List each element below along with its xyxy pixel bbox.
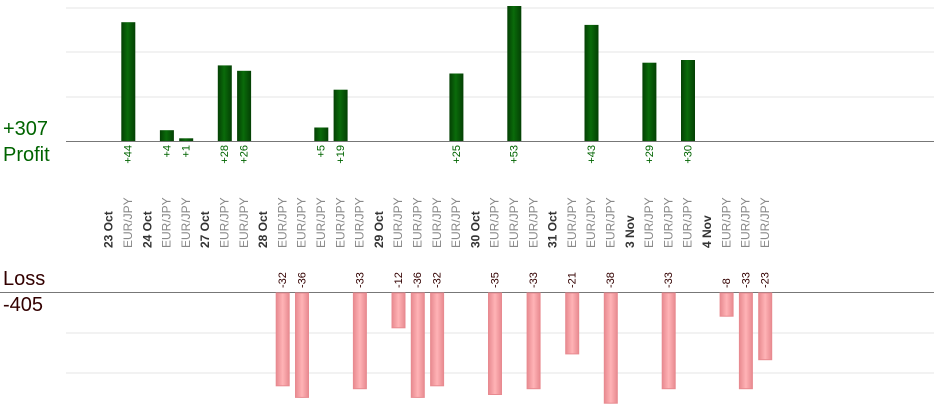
instrument-label: EUR/JPY <box>217 197 231 248</box>
instrument-label: EUR/JPY <box>121 197 135 248</box>
profit-value-label: +4 <box>161 145 173 158</box>
profit-value-label: +30 <box>682 145 694 164</box>
instrument-label: EUR/JPY <box>739 197 753 248</box>
loss-value-label: -23 <box>760 272 772 288</box>
loss-bar <box>603 292 618 404</box>
date-label: 28 Oct <box>256 211 270 248</box>
loss-value-label: -32 <box>277 272 289 288</box>
instrument-label: EUR/JPY <box>295 197 309 248</box>
date-label: 27 Oct <box>198 211 212 248</box>
loss-bar <box>295 292 309 398</box>
loss-value-label: -33 <box>528 272 540 288</box>
loss-bar <box>410 292 425 398</box>
loss-value-label: -21 <box>567 272 579 288</box>
profit-value-label: +1 <box>181 145 193 158</box>
instrument-label: EUR/JPY <box>584 197 598 248</box>
profit-value-label: +28 <box>219 145 231 164</box>
instrument-label: EUR/JPY <box>449 197 463 248</box>
loss-bar <box>758 292 773 361</box>
profit-bar <box>121 22 136 142</box>
loss-value-label: -12 <box>393 272 405 288</box>
instrument-label: EUR/JPY <box>353 197 367 248</box>
profit-bar <box>584 24 599 141</box>
instrument-label: EUR/JPY <box>681 197 695 248</box>
profit-value-label: +26 <box>239 145 251 164</box>
profit-value-label: +25 <box>451 145 463 164</box>
profit-bar <box>217 65 232 141</box>
profit-bar <box>237 70 252 141</box>
loss-value-label: -35 <box>489 272 501 288</box>
date-label: 4 Nov <box>700 215 714 248</box>
instrument-label: EUR/JPY <box>758 197 772 248</box>
profit-bar <box>507 6 522 141</box>
profit-value-label: +19 <box>335 145 347 164</box>
profit-bar <box>333 89 348 141</box>
instrument-label: EUR/JPY <box>179 197 193 248</box>
loss-value-label: -32 <box>432 272 444 288</box>
date-label: 30 Oct <box>468 211 482 248</box>
profit-label: Profit <box>3 144 50 166</box>
instrument-label: EUR/JPY <box>642 197 656 248</box>
instrument-label: EUR/JPY <box>430 197 444 248</box>
loss-bar <box>488 292 502 395</box>
instrument-label: EUR/JPY <box>488 197 502 248</box>
loss-value-label: -36 <box>296 272 308 288</box>
loss-value-label: -36 <box>412 272 424 288</box>
loss-total: -405 <box>3 294 44 316</box>
date-label: 23 Oct <box>102 211 116 248</box>
instrument-label: EUR/JPY <box>526 197 540 248</box>
loss-value-label: -8 <box>721 278 733 288</box>
loss-bar <box>719 292 734 317</box>
profit-bar <box>642 62 657 142</box>
loss-bar <box>352 292 367 390</box>
profit-value-label: +53 <box>509 145 521 164</box>
loss-value-label: -33 <box>740 272 752 288</box>
profit-bar <box>159 130 174 141</box>
profit-bar <box>681 60 695 141</box>
loss-label: Loss <box>3 268 46 290</box>
instrument-label: EUR/JPY <box>507 197 521 248</box>
profit-bar <box>179 138 194 141</box>
loss-bar <box>738 292 753 390</box>
instrument-label: EUR/JPY <box>314 197 328 248</box>
instrument-label: EUR/JPY <box>160 197 174 248</box>
instrument-label: EUR/JPY <box>661 197 675 248</box>
loss-value-label: -33 <box>354 272 366 288</box>
loss-bar <box>391 292 406 329</box>
instrument-label: EUR/JPY <box>237 197 251 248</box>
instrument-label: EUR/JPY <box>603 197 617 248</box>
loss-bar <box>565 292 580 355</box>
profit-value-label: +29 <box>644 145 656 164</box>
date-label: 29 Oct <box>372 211 386 248</box>
loss-bar <box>526 292 541 390</box>
loss-bar <box>275 292 290 387</box>
instrument-label: EUR/JPY <box>565 197 579 248</box>
instrument-label: EUR/JPY <box>719 197 733 248</box>
date-label: 3 Nov <box>623 215 637 248</box>
date-label: 24 Oct <box>140 211 154 248</box>
loss-bar <box>661 292 676 390</box>
loss-value-label: -33 <box>663 272 675 288</box>
profit-value-label: +44 <box>123 145 135 164</box>
profit-total: +307 <box>3 118 49 140</box>
instrument-label: EUR/JPY <box>391 197 405 248</box>
profit-bar <box>449 73 464 141</box>
instrument-label: EUR/JPY <box>333 197 347 248</box>
instrument-label: EUR/JPY <box>275 197 289 248</box>
loss-bar <box>430 292 445 387</box>
instrument-label: EUR/JPY <box>410 197 424 248</box>
profit-value-label: +5 <box>316 145 328 158</box>
profit-value-label: +43 <box>586 145 598 164</box>
profit-bar <box>314 127 329 141</box>
date-label: 31 Oct <box>546 211 560 248</box>
loss-value-label: -38 <box>605 272 617 288</box>
